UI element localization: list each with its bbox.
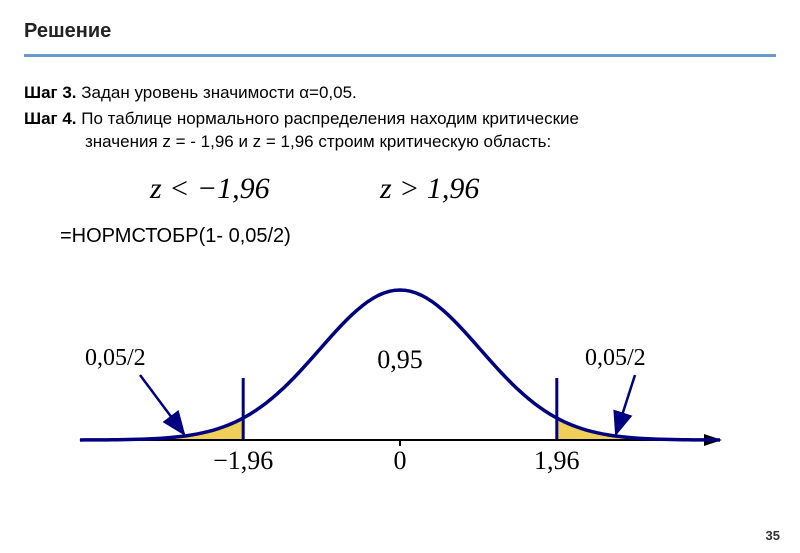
title-underline — [24, 54, 776, 57]
step-3: Шаг 3. Задан уровень значимости α=0,05. — [24, 82, 776, 104]
label-right-tail: 0,05/2 — [585, 345, 646, 372]
axis-label-left: −1,96 — [213, 446, 273, 476]
normal-distribution-chart: 0,95 0,05/2 0,05/2 −1,96 0 1,96 — [60, 245, 740, 495]
label-left-tail: 0,05/2 — [85, 345, 146, 372]
step-4-text-b: значения z = - 1,96 и z = 1,96 строим кр… — [85, 131, 776, 153]
page-number: 35 — [766, 528, 780, 543]
step-4-label: Шаг 4. — [24, 109, 77, 128]
step-4: Шаг 4. По таблице нормального распределе… — [24, 108, 776, 130]
step-4-text-a: По таблице нормального распределения нах… — [81, 109, 579, 128]
axis-label-zero: 0 — [394, 446, 407, 476]
page-title: Решение — [24, 20, 111, 43]
inequality-left: z < −1,96 — [150, 172, 270, 206]
axis-label-right: 1,96 — [534, 446, 580, 476]
step-3-label: Шаг 3. — [24, 83, 77, 102]
label-center-area: 0,95 — [377, 345, 423, 375]
inequality-right: z > 1,96 — [380, 172, 479, 206]
step-3-text: Задан уровень значимости α=0,05. — [81, 83, 357, 102]
